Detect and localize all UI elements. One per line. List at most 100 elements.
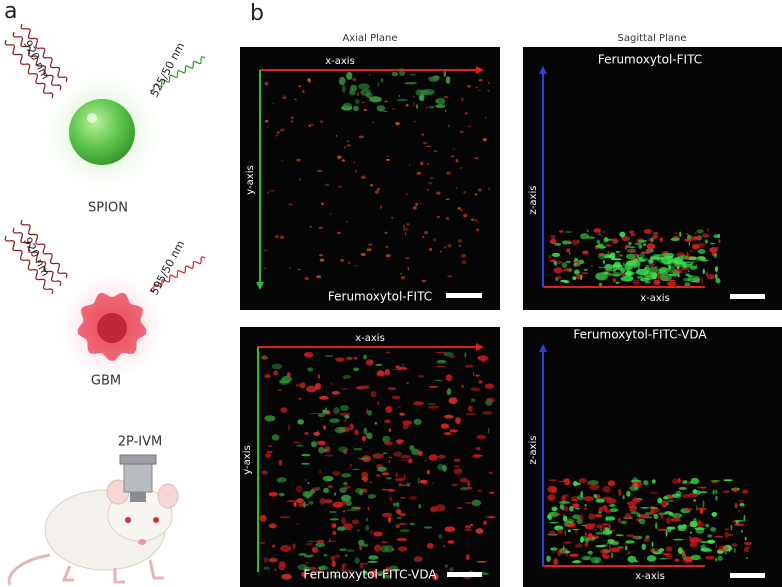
blob	[370, 391, 377, 398]
blob	[555, 277, 558, 282]
blob	[385, 246, 389, 248]
blob	[261, 470, 268, 475]
blob	[327, 485, 334, 489]
blob	[554, 513, 561, 516]
blob	[480, 572, 489, 576]
blob	[629, 505, 638, 512]
blob	[595, 498, 605, 503]
blob	[595, 244, 604, 248]
blob	[387, 387, 397, 391]
blob	[622, 495, 625, 500]
blob	[602, 260, 606, 264]
blob	[314, 382, 322, 390]
arrowhead	[476, 343, 484, 351]
blob	[330, 382, 333, 386]
blob	[343, 419, 347, 422]
blob	[315, 570, 324, 574]
blob	[746, 556, 748, 560]
blob	[651, 541, 654, 548]
blob	[404, 257, 410, 260]
blob	[447, 388, 452, 396]
blob	[739, 499, 744, 504]
blob	[733, 523, 745, 526]
blob	[575, 543, 583, 549]
blob	[447, 275, 453, 277]
blob	[696, 505, 698, 512]
blob	[572, 503, 580, 509]
blob	[445, 198, 450, 200]
blob	[652, 234, 658, 240]
blob	[631, 272, 638, 274]
image-title: Ferumoxytol-FITC-VDA	[573, 328, 707, 342]
blob	[268, 492, 278, 497]
blob	[271, 363, 283, 370]
blob	[690, 559, 693, 563]
blob	[549, 522, 559, 524]
blob	[329, 212, 332, 216]
blob	[377, 82, 380, 87]
spion-particle	[69, 99, 135, 165]
blob	[553, 558, 559, 565]
blob	[573, 480, 578, 487]
blob	[397, 516, 402, 520]
blob	[694, 232, 697, 235]
blob	[437, 98, 439, 104]
blob	[344, 415, 350, 419]
blob	[400, 454, 411, 459]
blob	[564, 530, 566, 536]
blob	[266, 126, 269, 128]
blob	[486, 397, 496, 403]
blob	[400, 459, 410, 461]
blob	[718, 239, 721, 243]
blob	[446, 171, 451, 175]
blob	[609, 252, 616, 260]
blob	[624, 244, 628, 250]
blob	[355, 169, 357, 173]
blob	[562, 240, 569, 245]
blob	[593, 228, 602, 233]
blob	[662, 504, 667, 508]
blob	[653, 513, 659, 519]
blob	[626, 490, 631, 497]
blob	[471, 499, 482, 507]
blob	[566, 553, 569, 557]
blob	[349, 423, 354, 431]
blob	[690, 477, 700, 485]
blob	[366, 432, 373, 440]
blob	[466, 85, 471, 88]
blob	[405, 104, 409, 107]
blob	[475, 228, 480, 231]
blob	[315, 542, 326, 548]
blob	[309, 80, 312, 84]
blob	[488, 187, 490, 190]
blob	[429, 176, 434, 179]
blob	[623, 543, 629, 545]
blob	[649, 492, 659, 494]
blob	[715, 266, 718, 272]
blob	[554, 242, 562, 246]
blob	[718, 545, 730, 552]
blob	[367, 506, 370, 511]
blob	[346, 549, 355, 552]
blob	[302, 492, 313, 498]
blob	[690, 554, 701, 561]
blob	[266, 450, 273, 454]
blob	[623, 266, 633, 271]
blob	[476, 434, 487, 440]
blob	[648, 258, 654, 264]
blob	[288, 266, 291, 270]
blob	[343, 146, 346, 149]
blob	[594, 514, 602, 518]
excitation-label: 920 nm	[21, 235, 52, 278]
blob	[413, 120, 416, 123]
blob	[679, 526, 682, 529]
blob	[307, 78, 311, 82]
blob	[380, 545, 389, 553]
blob	[687, 234, 690, 237]
blob	[313, 431, 321, 436]
blob	[701, 233, 710, 238]
blob	[396, 439, 403, 445]
blob	[596, 524, 603, 529]
blob	[566, 518, 575, 524]
blob	[305, 478, 307, 482]
